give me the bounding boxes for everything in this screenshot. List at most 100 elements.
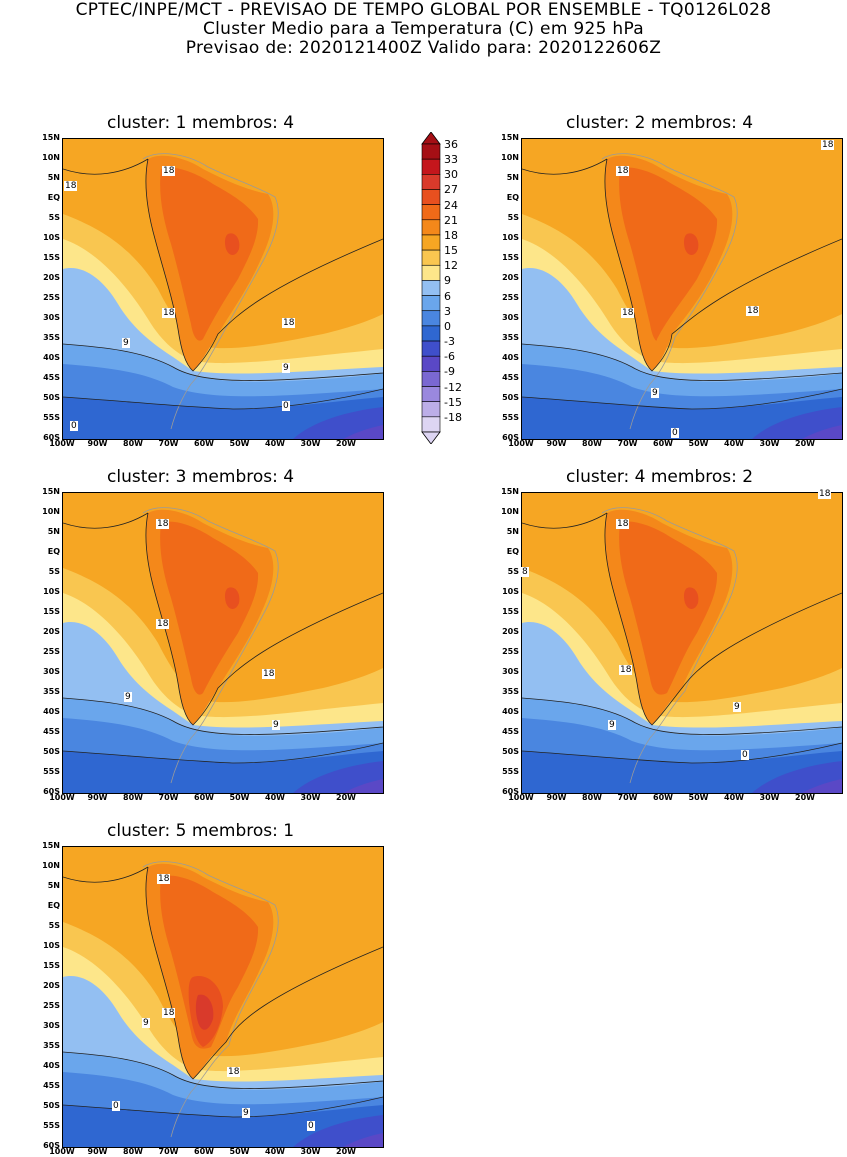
field-minus3-0 [293,761,383,793]
contour-18-continent [604,512,842,726]
coastline [601,507,738,784]
colorbar-bottom-arrow [421,431,441,444]
lat-tick-label: 15N [501,133,519,142]
lon-tick-label: 20W [795,793,815,802]
colorbar-swatch [421,310,441,327]
colorbar-label: 12 [444,259,458,273]
contour-9 [522,697,842,735]
field-minus3-0 [752,407,842,439]
lon-tick-label: 90W [87,793,108,802]
contour-9 [63,343,383,381]
colorbar-label: 3 [444,304,451,318]
lat-tick-label: 5S [48,921,60,930]
panel-title-5: cluster: 5 membros: 1 [107,821,295,841]
contour-value-label: 0 [282,401,290,411]
contour-value-label: 18 [227,1067,241,1077]
lat-tick-label: 15N [42,487,60,496]
lon-tick-label: 100W [508,439,534,448]
colorbar-label: 33 [444,153,458,167]
lon-tick-label: 30W [759,439,780,448]
lon-tick-label: 60W [653,439,673,448]
field-0-3 [63,397,383,439]
lat-tick-label: 45S [502,373,519,382]
coastline [142,507,279,784]
lat-tick-label: 5N [47,527,60,536]
lat-tick-label: 5N [47,173,60,182]
map-panel-cluster-3 [62,492,384,794]
field-minus6-minus3 [802,425,842,439]
contour-9 [63,1051,383,1089]
lon-tick-label: 60W [194,1147,214,1156]
colorbar-swatch [421,386,441,402]
lon-tick-label: 20W [795,439,815,448]
contour-0 [522,388,842,410]
colorbar-label: 0 [444,319,451,333]
lat-tick-label: 45S [43,373,60,382]
lon-tick-label: 60W [194,793,214,802]
lat-tick-label: 15N [501,487,519,496]
lon-tick-label: 100W [49,439,75,448]
lat-tick-label: 10S [502,233,519,242]
lon-tick-label: 50W [688,439,709,448]
lon-tick-label: 100W [49,793,75,802]
lat-tick-label: 45S [43,1081,60,1090]
lon-tick-label: 40W [724,439,744,448]
lat-tick-label: 30S [43,667,60,676]
colorbar-label: 18 [444,228,458,242]
lon-tick-label: 40W [265,439,285,448]
lat-tick-label: 15N [42,133,60,142]
contour-9 [63,697,383,735]
lon-tick-label: 50W [688,793,709,802]
lat-tick-label: 35S [43,687,60,696]
contour-value-label: 18 [282,318,296,328]
lon-tick-label: 50W [229,793,250,802]
field-24-27 [160,521,259,695]
lon-tick-label: 80W [123,1147,143,1156]
contour-0 [522,742,842,764]
map-panel-cluster-4 [521,492,843,794]
panel-title-2: cluster: 2 membros: 4 [566,113,754,133]
lat-tick-label: 55S [43,413,60,422]
lon-tick-label: 20W [336,1147,356,1156]
field-24-27 [160,875,259,1049]
lat-tick-label: 20S [43,981,60,990]
contour-18-north [63,866,149,883]
lon-tick-label: 80W [123,793,143,802]
lat-tick-label: 10N [501,507,519,516]
lat-tick-label: 60S [43,433,60,442]
lat-tick-label: 50S [502,747,519,756]
field-0-3 [63,1105,383,1147]
lat-tick-label: EQ [506,547,519,556]
contour-value-label: 9 [122,338,130,348]
lat-tick-label: 10S [502,587,519,596]
lon-tick-label: 30W [300,793,321,802]
contour-value-label: 9 [142,1018,150,1028]
colorbar-label: 27 [444,183,458,197]
lat-tick-label: 50S [43,393,60,402]
contour-value-label: 18 [157,874,171,884]
map-panel-cluster-1 [62,138,384,440]
contour-18-continent [604,158,842,372]
colorbar-label: 9 [444,274,451,288]
lat-tick-label: EQ [47,901,60,910]
lat-tick-label: 40S [502,707,519,716]
lat-tick-label: 40S [43,707,60,716]
lat-tick-label: EQ [506,193,519,202]
lat-tick-label: 35S [43,333,60,342]
colorbar-label: 6 [444,289,451,303]
colorbar-swatch [421,219,441,236]
field-minus3-0 [293,407,383,439]
panel-title-3: cluster: 3 membros: 4 [107,467,295,487]
colorbar-swatch [421,325,441,342]
lat-tick-label: 15S [43,607,60,616]
field-minus6-minus3 [343,1133,383,1147]
contour-value-label: 8 [521,567,529,577]
lat-tick-label: 60S [43,1141,60,1150]
lon-tick-label: 60W [653,793,673,802]
lat-tick-label: 50S [502,393,519,402]
contour-value-label: 18 [156,519,170,529]
field-minus6-minus3 [343,425,383,439]
lat-tick-label: 10N [42,507,60,516]
contour-18-north [522,158,608,175]
lat-tick-label: 55S [43,767,60,776]
